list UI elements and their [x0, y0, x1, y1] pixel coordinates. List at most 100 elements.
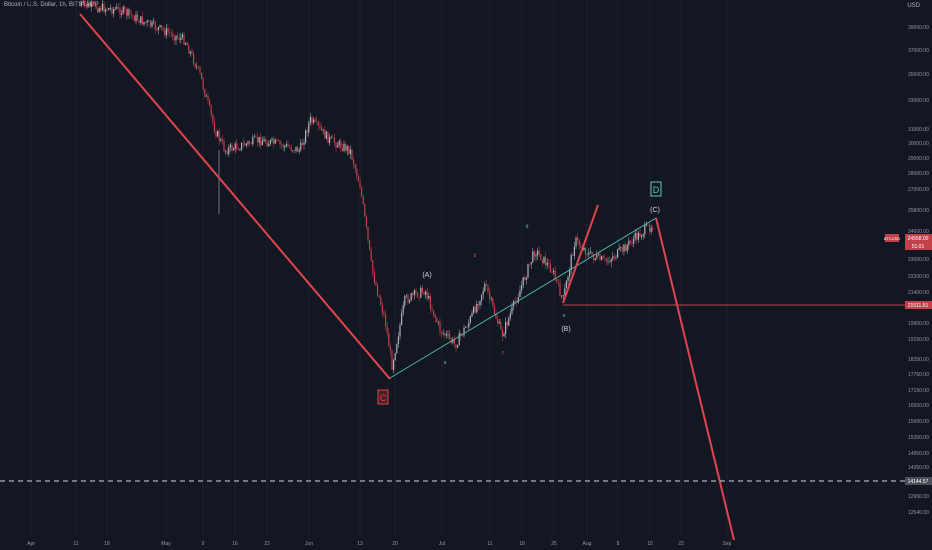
candle-body: [415, 290, 417, 294]
price-tick-label: 16550.00: [908, 403, 929, 409]
candle-body: [295, 146, 297, 152]
candle-body: [148, 20, 150, 22]
candle-body: [236, 143, 238, 150]
candle-body: [506, 322, 508, 326]
candle-body: [585, 247, 587, 255]
candle-body: [428, 296, 430, 299]
candle-body: [593, 255, 595, 260]
candle-body: [245, 143, 247, 146]
price-tick-label: 35000.00: [908, 72, 929, 78]
candle-body: [450, 338, 452, 343]
candle-body: [273, 138, 275, 144]
candle-body: [194, 64, 196, 68]
candle-body: [389, 346, 391, 351]
label-C: C: [380, 393, 387, 403]
candle-body: [356, 168, 358, 177]
candle-body: [343, 143, 345, 151]
candle-body: [153, 21, 155, 23]
candle-body: [129, 9, 131, 15]
candle-body: [367, 227, 369, 241]
candle-body: [642, 234, 644, 236]
candle-body: [109, 7, 111, 9]
price-tick-label: 12540.00: [908, 510, 929, 516]
candle-body: [346, 146, 348, 151]
candle-body: [537, 250, 539, 256]
candle-body: [364, 204, 366, 217]
candle-body: [380, 297, 382, 306]
candle-body: [119, 7, 121, 15]
candle-body: [570, 255, 572, 271]
candle-body: [218, 131, 220, 141]
label-D: D: [653, 185, 660, 195]
candle-body: [197, 66, 199, 68]
time-tick-label: 16: [232, 541, 238, 547]
candle-body: [508, 317, 510, 326]
candle-body: [434, 315, 436, 318]
candle-body: [567, 276, 569, 281]
candle-body: [249, 141, 251, 144]
candle-body: [105, 9, 107, 12]
candle-body: [445, 334, 447, 336]
candle-body: [167, 28, 169, 33]
candle-body: [183, 34, 185, 45]
candle-body: [212, 114, 214, 122]
price-axis[interactable]: 39000.00 37000.00 35000.00 33000.00 31000.00…: [908, 25, 929, 516]
time-tick-label: Jul: [439, 541, 445, 547]
candle-body: [121, 13, 123, 15]
time-tick-label: Apr: [27, 541, 35, 547]
symbol-title: Bitcoin / U.S. Dollar, 1h, BITSTAMP: [4, 2, 99, 8]
candle-body: [449, 333, 451, 339]
candle-body: [644, 225, 646, 235]
candle-body: [573, 246, 575, 256]
badge-symbol: BTCUSD: [884, 236, 901, 241]
candle-body: [164, 30, 166, 36]
candle-body: [633, 239, 635, 244]
candle-body: [634, 233, 636, 240]
price-tick-label: 17750.00: [908, 372, 929, 378]
wave-line-down: [79, 13, 391, 380]
candle-body: [221, 139, 223, 142]
candle-body: [81, 2, 83, 5]
candle-body: [522, 277, 524, 286]
candle-body: [234, 143, 236, 149]
candle-body: [266, 142, 268, 147]
candle-body: [375, 282, 377, 286]
candle-body: [154, 21, 156, 30]
candle-body: [442, 333, 444, 334]
candle-body: [348, 146, 350, 154]
candle-body: [241, 142, 243, 150]
candle-body: [316, 121, 318, 122]
candle-body: [613, 256, 615, 258]
candle-body: [265, 139, 267, 143]
time-tick-label: 25: [551, 541, 557, 547]
candle-body: [418, 297, 420, 299]
candle-body: [188, 45, 190, 54]
candle-body: [354, 164, 356, 169]
candle-body: [201, 72, 203, 80]
candle-body: [353, 159, 355, 165]
candle-body: [461, 335, 463, 336]
candle-body: [156, 29, 158, 31]
candle-body: [244, 143, 246, 146]
candle-body: [231, 144, 233, 151]
candle-body: [282, 145, 284, 148]
candle-body: [205, 95, 207, 97]
time-tick-label: 15: [647, 541, 653, 547]
candle-body: [377, 285, 379, 296]
candle-body: [381, 305, 383, 313]
candle-body: [225, 150, 227, 152]
candle-body: [308, 122, 310, 133]
candle-body: [647, 224, 649, 226]
candle-body: [341, 147, 343, 151]
candle-body: [327, 131, 329, 143]
candle-body: [79, 4, 81, 6]
candle-body: [298, 149, 300, 152]
candle-body: [509, 313, 511, 318]
price-tick-label: 33000.00: [908, 98, 929, 104]
candle-body: [564, 288, 566, 296]
candle-body: [501, 329, 503, 337]
candle-body: [258, 136, 260, 143]
time-axis[interactable]: Apr 11 18 May 9 16 23 Jun 13 20 Jul 11 18 25 Aug 8 15 22 S…: [27, 541, 732, 547]
candle-body: [165, 28, 167, 36]
